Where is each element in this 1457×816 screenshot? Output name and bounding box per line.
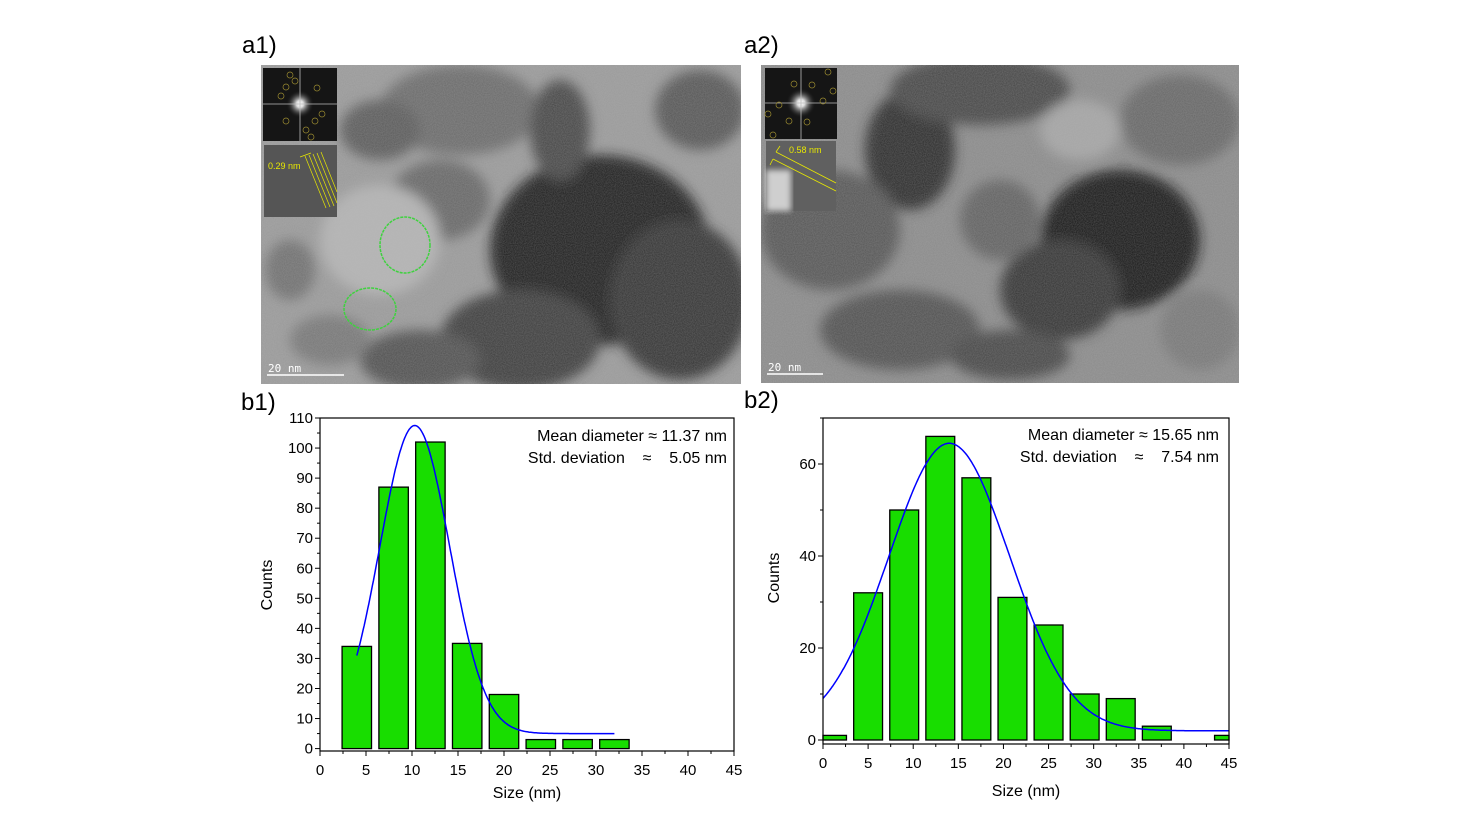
histogram-bar xyxy=(599,738,630,750)
histogram-bar xyxy=(415,441,446,750)
y-tick-label: 10 xyxy=(296,711,313,728)
histogram-bar xyxy=(925,435,956,741)
y-tick-label: 0 xyxy=(305,741,313,758)
y-tick-label: 50 xyxy=(296,590,313,607)
std-annotation: Std. deviation ≈ 5.05 nm xyxy=(528,450,727,467)
x-tick-label: 15 xyxy=(950,755,967,772)
histogram-bar xyxy=(853,592,884,741)
mean-annotation: Mean diameter ≈ 11.37 nm xyxy=(537,428,727,445)
x-tick-label: 15 xyxy=(450,762,467,779)
tem-image-a2: 0.58 nm 20 nm xyxy=(761,65,1239,383)
histogram-bar xyxy=(378,486,409,750)
x-tick-label: 5 xyxy=(362,762,370,779)
scale-bar-label: 20 nm xyxy=(768,361,801,374)
fft-inset-a1 xyxy=(263,68,337,141)
histogram-b1: 0 5 10 15 20 25 30 35 40 45 0 10 20 30 40 50 60 70 80 90 100… xyxy=(259,410,742,802)
y-tick-label: 0 xyxy=(808,732,816,749)
mean-annotation: Mean diameter ≈ 15.65 nm xyxy=(1028,427,1219,444)
fft-inset-a2 xyxy=(764,68,837,139)
y-tick-label: 80 xyxy=(296,500,313,517)
x-tick-label: 25 xyxy=(542,762,559,779)
x-tick-label: 10 xyxy=(404,762,421,779)
y-tick-label: 100 xyxy=(288,440,313,457)
x-tick-label: 0 xyxy=(316,762,324,779)
histogram-bar xyxy=(889,509,920,741)
histogram-bar xyxy=(1141,725,1172,741)
gaussian-fit-line xyxy=(356,424,615,735)
panel-label-b2: b2) xyxy=(744,387,779,414)
y-tick-label: 30 xyxy=(296,650,313,667)
gaussian-fit-line xyxy=(822,442,1229,732)
x-tick-label: 40 xyxy=(1176,755,1193,772)
histogram-bar xyxy=(1105,697,1136,741)
y-tick-label: 110 xyxy=(289,410,313,427)
histogram-bar xyxy=(961,477,992,741)
y-tick-label: 20 xyxy=(296,680,313,697)
panel-label-a1: a1) xyxy=(242,32,277,59)
x-tick-label: 40 xyxy=(680,762,697,779)
x-tick-label: 30 xyxy=(1085,755,1102,772)
x-tick-label: 45 xyxy=(1221,755,1238,772)
x-tick-label: 0 xyxy=(819,755,827,772)
scale-bar-label: 20 nm xyxy=(268,362,301,375)
y-tick-label: 60 xyxy=(799,456,816,473)
histogram-bar xyxy=(822,734,848,741)
x-axis-label: Size (nm) xyxy=(493,785,561,802)
x-tick-label: 35 xyxy=(1130,755,1147,772)
x-tick-label: 35 xyxy=(634,762,651,779)
x-tick-label: 25 xyxy=(1040,755,1057,772)
x-tick-label: 20 xyxy=(496,762,513,779)
x-tick-label: 5 xyxy=(864,755,872,772)
y-tick-label: 70 xyxy=(296,530,313,547)
histogram-bar xyxy=(562,738,593,750)
panel-label-a2: a2) xyxy=(744,32,779,59)
x-tick-label: 30 xyxy=(588,762,605,779)
histogram-b2: 0 5 10 15 20 25 30 35 40 45 0 20 40 60 Mean diameter … xyxy=(766,417,1238,800)
histogram-bar xyxy=(525,738,557,750)
y-axis-label: Counts xyxy=(766,553,783,604)
histogram-bar xyxy=(997,596,1028,741)
hrtem-inset-a1: 0.29 nm xyxy=(264,145,338,217)
y-tick-label: 40 xyxy=(799,548,816,565)
highlight-circle xyxy=(343,287,397,331)
y-axis-label: Counts xyxy=(259,560,276,611)
histogram-bar xyxy=(451,642,483,750)
x-tick-label: 45 xyxy=(726,762,743,779)
tem-image-a1: 0.29 nm 20 nm xyxy=(261,65,741,384)
histogram-bar xyxy=(1069,693,1100,741)
histogram-bar xyxy=(341,645,373,750)
x-axis-label: Size (nm) xyxy=(992,783,1060,800)
y-tick-label: 90 xyxy=(296,470,313,487)
hrtem-inset-a2: 0.58 nm xyxy=(766,141,837,211)
lattice-spacing-label: 0.29 nm xyxy=(268,161,301,171)
std-annotation: Std. deviation ≈ 7.54 nm xyxy=(1020,449,1219,466)
lattice-spacing-label: 0.58 nm xyxy=(789,145,822,155)
panel-label-b1: b1) xyxy=(241,389,276,416)
histogram-bar xyxy=(1213,734,1230,741)
y-tick-label: 20 xyxy=(799,640,816,657)
x-tick-label: 10 xyxy=(905,755,922,772)
y-tick-label: 60 xyxy=(296,560,313,577)
x-tick-label: 20 xyxy=(995,755,1012,772)
histogram-bar xyxy=(1033,624,1064,741)
highlight-circle xyxy=(379,216,431,274)
y-tick-label: 40 xyxy=(296,620,313,637)
